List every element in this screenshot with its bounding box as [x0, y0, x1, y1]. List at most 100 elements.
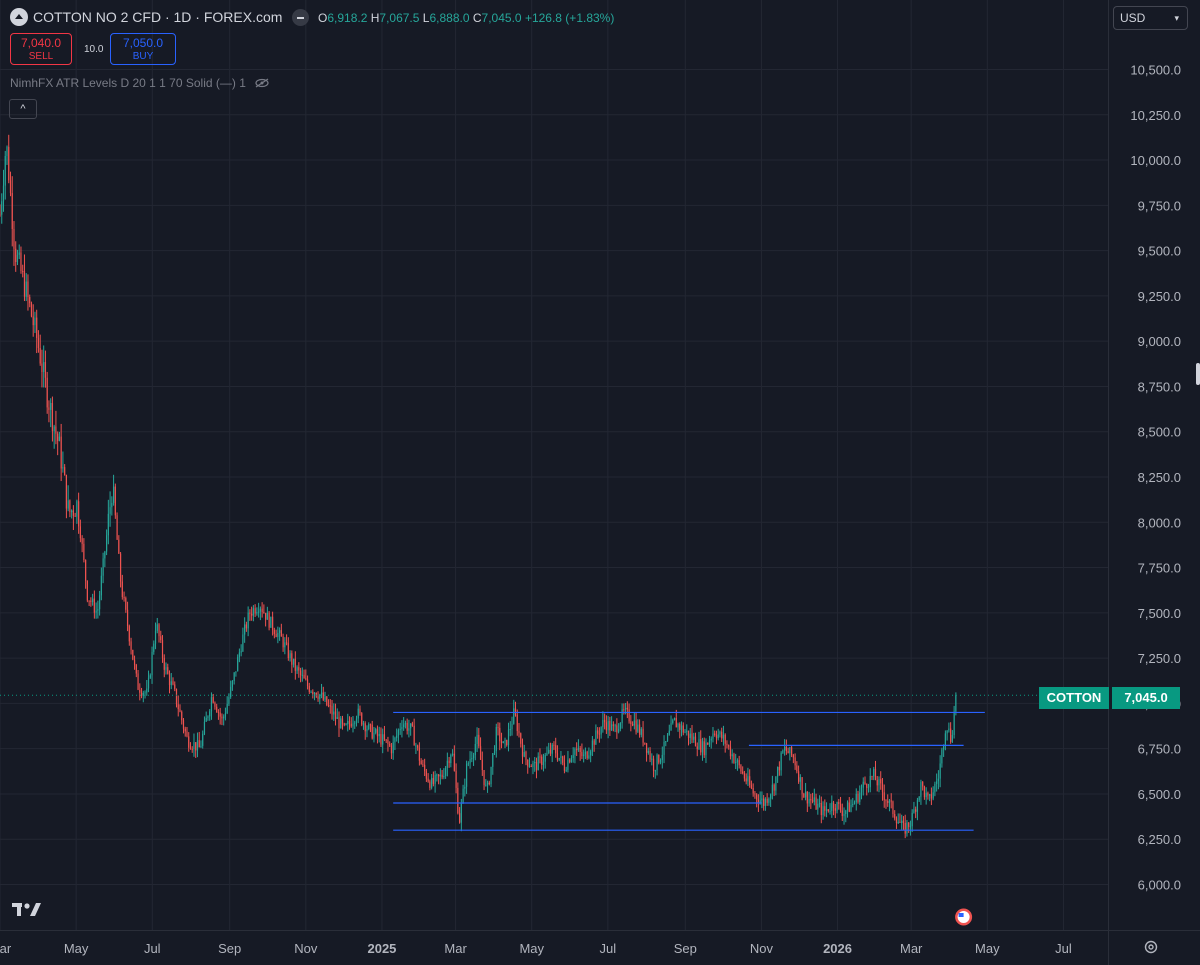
candle-body [306, 679, 309, 687]
candle-body [207, 716, 209, 718]
candle-body [256, 611, 258, 614]
candle-body [867, 787, 870, 789]
candle-body [451, 753, 454, 755]
candle-body [130, 641, 132, 650]
candle-body [810, 798, 812, 801]
candle-body [822, 806, 824, 816]
open-key: O [318, 11, 328, 25]
candle-body [251, 613, 253, 616]
candle-body [125, 598, 127, 610]
candle-body [216, 706, 218, 712]
candle-body [200, 745, 202, 748]
symbol-logo-icon [10, 8, 28, 26]
candle-body [170, 681, 172, 686]
candle-body [308, 686, 310, 692]
candle-body [132, 649, 134, 660]
candle-body [707, 742, 709, 745]
candle-body [745, 778, 747, 782]
candle-body [221, 716, 223, 719]
candle-body [36, 317, 38, 339]
candle-body [780, 752, 782, 771]
candle-body [888, 800, 891, 804]
candle-body [497, 727, 499, 729]
symbol-status-icon[interactable] [292, 9, 309, 26]
candle-body [506, 739, 508, 746]
candle-body [950, 728, 952, 742]
candle-body [474, 743, 476, 756]
indicator-legend[interactable]: NimhFX ATR Levels D 20 1 1 70 Solid (—) … [10, 76, 270, 90]
candle-body [354, 722, 356, 724]
candle-body [675, 718, 677, 728]
candle-body [651, 758, 653, 760]
candle-body [686, 730, 688, 732]
candle-body [85, 560, 87, 581]
candle-body [244, 624, 246, 635]
candle-body [717, 734, 719, 739]
y-tick-label: 8,000.0 [1138, 515, 1181, 530]
candle-body [322, 692, 324, 700]
tradingview-logo[interactable] [12, 900, 44, 924]
candle-body [329, 705, 331, 707]
candle-body [196, 740, 199, 751]
candle-body [92, 598, 94, 602]
candle-body [22, 271, 24, 273]
candle-body [291, 653, 293, 665]
symbol-price-label: COTTON [1039, 687, 1109, 709]
candle-body [167, 667, 169, 674]
candle-body [1, 201, 3, 215]
candle-body [715, 735, 718, 739]
candle-body [313, 692, 316, 695]
candle-body [654, 770, 656, 772]
candle-body [464, 786, 466, 789]
candle-body [368, 724, 370, 729]
candle-body [742, 771, 744, 774]
buy-button[interactable]: 7,050.0 BUY [110, 33, 176, 65]
candle-body [583, 754, 585, 757]
sell-button[interactable]: 7,040.0 SELL [10, 33, 72, 65]
candle-body [265, 612, 267, 620]
candle-body [658, 754, 660, 763]
candle-body [172, 681, 174, 685]
candle-body [165, 667, 167, 670]
candle-body [492, 753, 494, 767]
currency-value: USD [1120, 11, 1146, 25]
candle-body [761, 798, 763, 801]
candle-body [37, 338, 40, 348]
candle-body [371, 724, 373, 739]
candle-body [81, 538, 83, 544]
candle-body [518, 730, 520, 734]
y-tick-label: 9,250.0 [1138, 289, 1181, 304]
candle-body [403, 724, 405, 728]
candle-body [294, 658, 296, 671]
candle-body [53, 426, 55, 431]
gear-icon[interactable] [1143, 939, 1159, 959]
candle-body [29, 297, 31, 304]
candle-body [565, 769, 567, 771]
candle-body [422, 764, 424, 766]
candle-body [78, 501, 80, 527]
hide-indicator-icon[interactable] [254, 77, 270, 88]
candle-body [390, 745, 393, 754]
scale-handle[interactable] [1196, 363, 1200, 385]
currency-select[interactable]: USD ▾ [1113, 6, 1188, 30]
candle-body [811, 800, 814, 802]
candle-body [58, 436, 61, 441]
candle-body [493, 751, 496, 754]
candle-body [301, 674, 303, 676]
candle-body [46, 377, 48, 408]
candle-body [88, 600, 90, 602]
candle-body [853, 802, 856, 804]
candle-body [548, 749, 550, 753]
candle-body [918, 796, 920, 801]
candle-body [123, 596, 125, 599]
candle-body [609, 720, 611, 731]
candle-body [495, 727, 497, 752]
candle-body [375, 729, 377, 733]
candle-body [584, 751, 587, 755]
candle-body [738, 760, 740, 766]
collapse-legend-button[interactable]: ^ [9, 99, 37, 119]
symbol-title[interactable]: COTTON NO 2 CFD · 1D · FOREX.com [33, 9, 283, 25]
candle-body [611, 724, 613, 731]
candle-body [951, 735, 953, 742]
